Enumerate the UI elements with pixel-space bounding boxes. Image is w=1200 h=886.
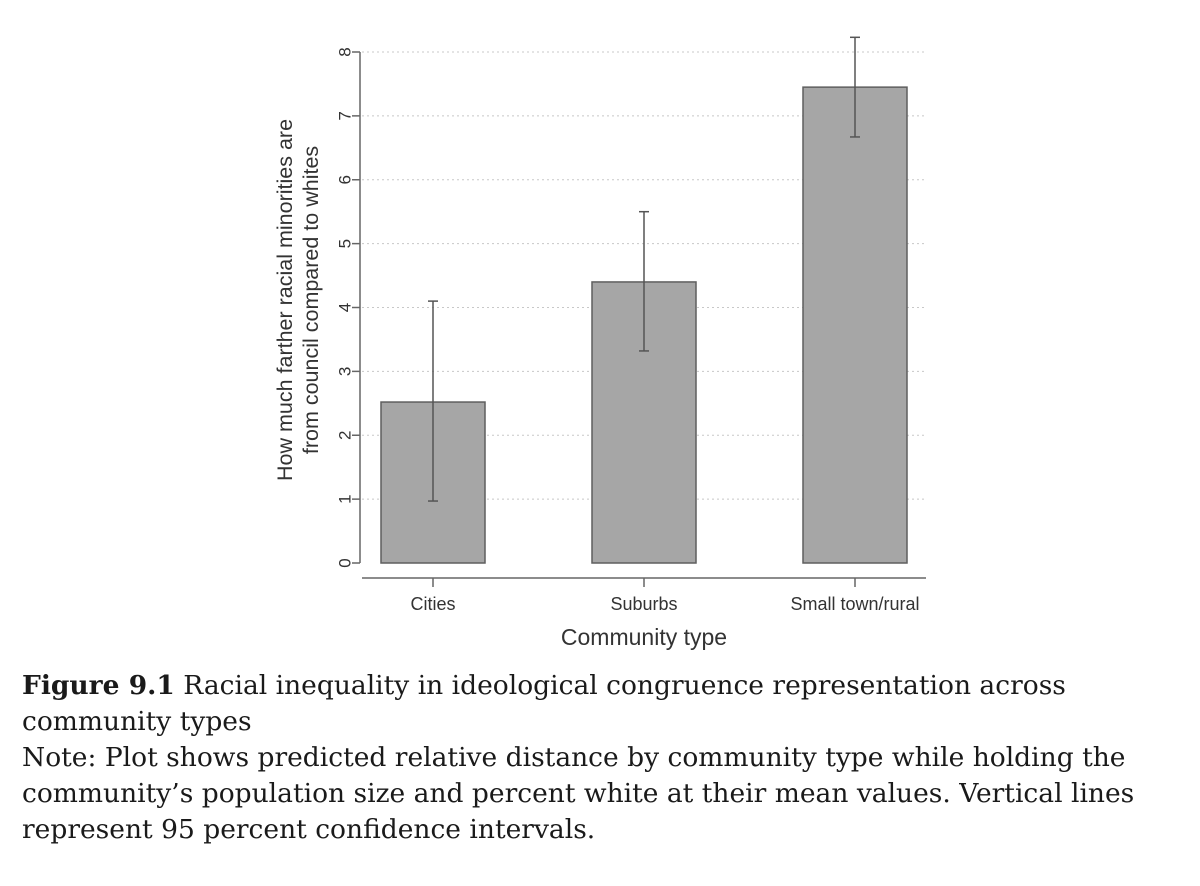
y-tick-label-7: 7	[335, 111, 354, 120]
y-tick-label-1: 1	[335, 494, 354, 503]
figure-title: Racial inequality in ideological congrue…	[22, 670, 1066, 737]
x-axis-title: Community type	[561, 624, 727, 650]
bars	[380, 86, 908, 564]
y-axis-title-line-1: How much farther racial minorities are	[273, 119, 297, 481]
y-tick-label-8: 8	[335, 47, 354, 56]
y-axis-title: How much farther racial minorities are f…	[273, 119, 323, 481]
x-tick-label-1: Suburbs	[610, 594, 677, 614]
caption-title: Figure 9.1 Racial inequality in ideologi…	[22, 668, 1182, 740]
error-bars	[428, 36, 860, 502]
y-tick-label-6: 6	[335, 175, 354, 184]
y-ticks: 0 1 2 3 4 5 6 7 8	[335, 47, 360, 568]
bar-2	[802, 86, 908, 564]
y-tick-label-4: 4	[335, 303, 354, 312]
y-tick-label-2: 2	[335, 431, 354, 440]
caption-note: Note: Plot shows predicted relative dist…	[22, 742, 1135, 845]
x-tick-label-2: Small town/rural	[790, 594, 919, 614]
y-tick-label-5: 5	[335, 239, 354, 248]
x-tick-label-0: Cities	[410, 594, 455, 614]
y-tick-label-3: 3	[335, 367, 354, 376]
figure-caption: Figure 9.1 Racial inequality in ideologi…	[22, 668, 1182, 848]
y-axis-title-line-2: from council compared to whites	[299, 146, 323, 454]
figure-label: Figure 9.1	[22, 670, 175, 701]
y-tick-label-0: 0	[335, 558, 354, 567]
x-ticks: Cities Suburbs Small town/rural	[410, 578, 920, 614]
